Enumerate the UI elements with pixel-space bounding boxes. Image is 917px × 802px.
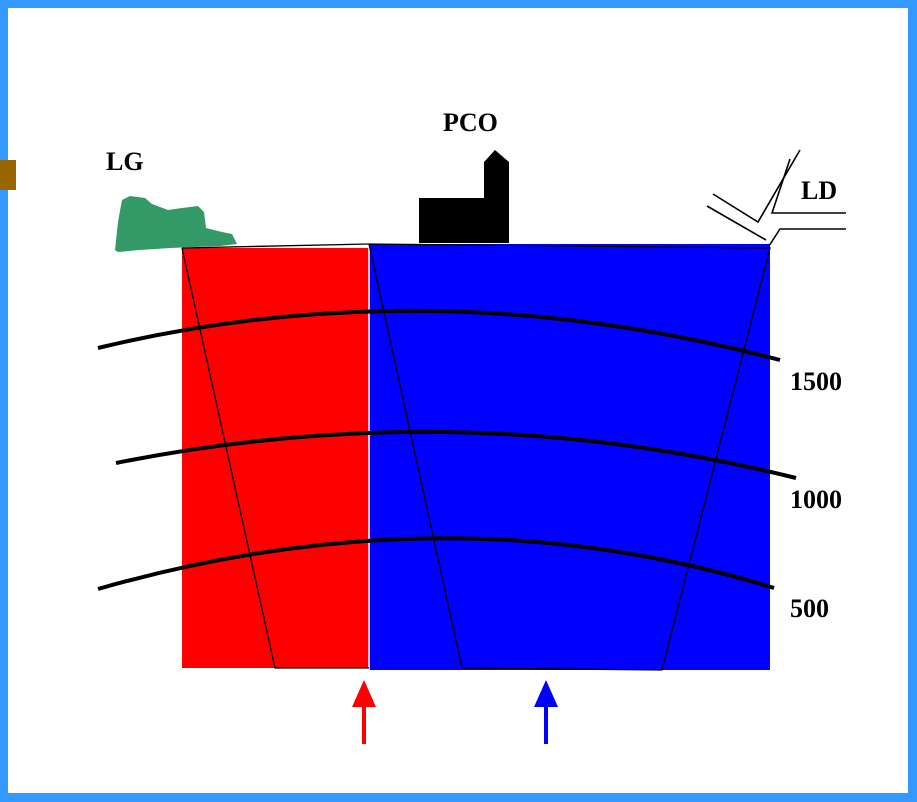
contour-label-1500: 1500 [790, 367, 842, 396]
lg-label: LG [106, 147, 144, 176]
ld-road-junction-icon [706, 149, 846, 247]
pco-label: PCO [443, 108, 498, 137]
right-outline [368, 243, 771, 671]
contour-line-1500 [97, 308, 781, 362]
ld-label: LD [801, 176, 837, 205]
contour-line-1000 [115, 429, 797, 480]
contour-label-1000: 1000 [790, 485, 842, 514]
right-arrow [534, 680, 558, 744]
contour-line-500 [97, 536, 775, 591]
right-block [369, 244, 770, 670]
corner-tab [0, 160, 16, 190]
left-arrow [352, 680, 376, 744]
top-edge [181, 243, 370, 249]
left-outline [181, 247, 369, 669]
lg-landform-icon [115, 196, 237, 252]
contour-label-500: 500 [790, 594, 829, 623]
pco-building-icon [419, 150, 509, 243]
